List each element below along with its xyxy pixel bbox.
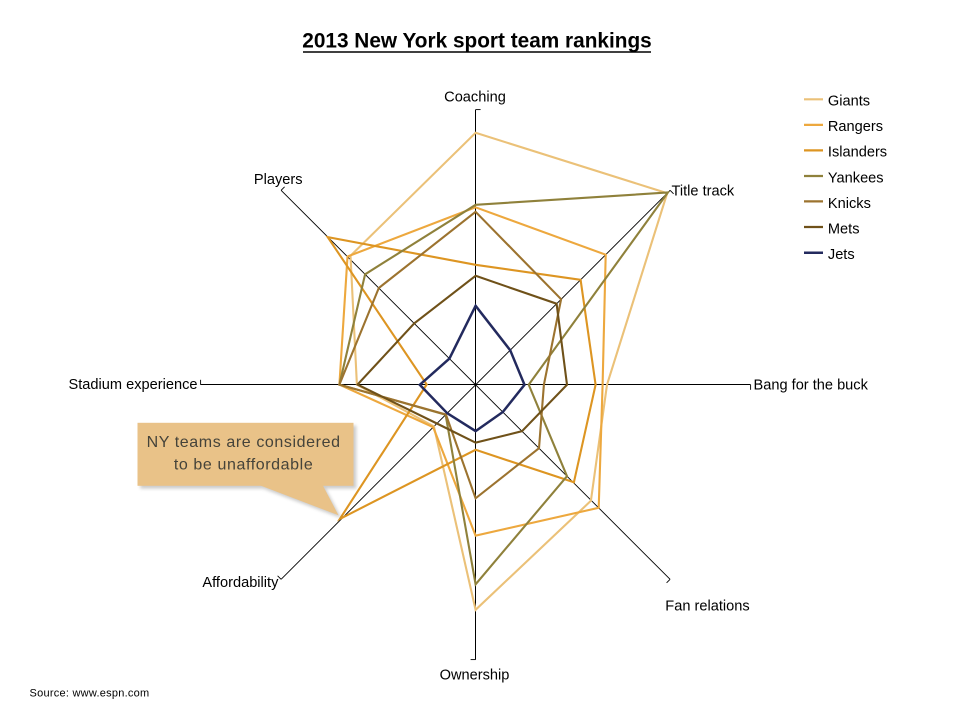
svg-text:Knicks: Knicks xyxy=(828,196,871,212)
svg-text:2013 New York sport team ranki: 2013 New York sport team rankings xyxy=(302,30,651,53)
svg-text:to be unaffordable: to be unaffordable xyxy=(174,457,314,474)
svg-text:Yankees: Yankees xyxy=(828,170,884,186)
svg-text:Source: www.espn.com: Source: www.espn.com xyxy=(30,687,150,699)
svg-text:Stadium experience: Stadium experience xyxy=(69,377,198,393)
svg-text:Ownership: Ownership xyxy=(440,668,510,684)
svg-text:Islanders: Islanders xyxy=(828,145,887,161)
svg-text:Fan relations: Fan relations xyxy=(665,599,749,615)
svg-text:NY teams are considered: NY teams are considered xyxy=(147,434,341,451)
svg-text:Affordability: Affordability xyxy=(202,575,279,591)
svg-text:Jets: Jets xyxy=(828,247,855,263)
svg-text:Players: Players xyxy=(254,172,303,188)
svg-text:Giants: Giants xyxy=(828,94,870,110)
svg-text:Coaching: Coaching xyxy=(444,90,506,106)
svg-text:Title track: Title track xyxy=(672,184,735,200)
svg-text:Rangers: Rangers xyxy=(828,119,883,135)
svg-text:Mets: Mets xyxy=(828,221,860,237)
svg-text:Bang for the buck: Bang for the buck xyxy=(754,378,869,394)
